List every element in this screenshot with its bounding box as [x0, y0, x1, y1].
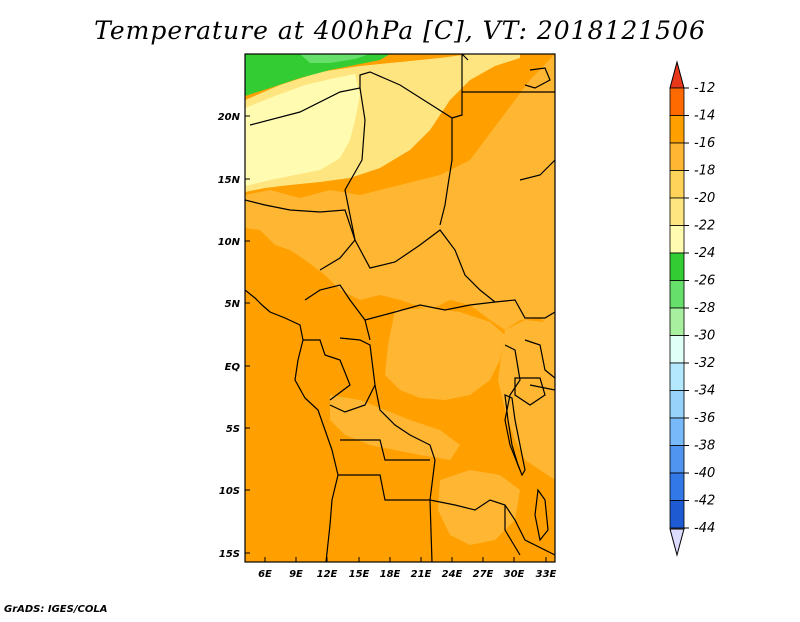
- colorbar-label: -24: [694, 246, 715, 261]
- page-title: Temperature at 400hPa [C], VT: 201812150…: [94, 16, 706, 45]
- colorbar-bin: [669, 197, 685, 226]
- colorbar-label: -20: [694, 191, 715, 206]
- lat-tick-label: 20N: [218, 112, 241, 123]
- colorbar-label: -32: [694, 356, 715, 371]
- lon-tick-label: 33E: [536, 569, 557, 580]
- footer-credit: GrADS: IGES/COLA: [4, 604, 108, 615]
- lat-tick-label: 15N: [218, 175, 241, 186]
- lon-tick-label: 15E: [349, 569, 370, 580]
- colorbar-label: -34: [694, 384, 715, 399]
- colorbar-bin: [669, 500, 685, 529]
- lon-tick-label: 12E: [317, 569, 338, 580]
- lon-tick-label: 24E: [442, 569, 463, 580]
- lat-tick-label: 10S: [219, 486, 240, 497]
- lat-tick-label: 10N: [218, 237, 241, 248]
- region-minus26: [300, 54, 370, 63]
- lon-axis: 6E 9E 12E 15E 18E 21E 24E 27E 30E 33E: [258, 557, 557, 580]
- colorbar-label: -38: [694, 439, 715, 454]
- colorbar-label: -16: [694, 136, 715, 151]
- lat-tick-label: 5N: [225, 299, 241, 310]
- colorbar-bin: [669, 87, 685, 116]
- lon-tick-label: 9E: [289, 569, 303, 580]
- country-borders: [245, 54, 555, 562]
- colorbar-bin: [669, 390, 685, 419]
- colorbar-label: -26: [694, 274, 715, 289]
- colorbar-label: -40: [694, 466, 715, 481]
- colorbar-label: -36: [694, 411, 715, 426]
- region-minus16-east: [498, 318, 555, 480]
- colorbar-bin: [669, 225, 685, 254]
- lon-tick-label: 21E: [411, 569, 432, 580]
- colorbar-label: -28: [694, 301, 715, 316]
- colorbar-label: -44: [694, 521, 715, 536]
- colorbar-bin: [669, 142, 685, 171]
- colorbar-bin: [669, 170, 685, 199]
- lon-tick-label: 30E: [504, 569, 525, 580]
- lat-tick-label: EQ: [225, 362, 241, 373]
- colorbar-label: -14: [694, 109, 715, 124]
- colorbar-bin: [669, 280, 685, 309]
- lon-tick-label: 27E: [473, 569, 494, 580]
- region-minus24: [245, 54, 390, 96]
- lon-tick-label: 18E: [380, 569, 401, 580]
- colorbar-bin: [669, 307, 685, 336]
- temperature-field: [245, 54, 555, 562]
- colorbar: -12 -14 -16 -18 -20 -22 -24 -26 -28 -30 -32 -34 -36 -…: [669, 60, 715, 557]
- colorbar-bin: [669, 115, 685, 144]
- coastline: [245, 289, 339, 562]
- colorbar-label: -18: [694, 164, 715, 179]
- map-frame: [244, 53, 556, 563]
- colorbar-bin: [669, 362, 685, 391]
- colorbar-label: -22: [694, 219, 715, 234]
- colorbar-bottom-arrow: [669, 528, 685, 557]
- colorbar-bin: [669, 335, 685, 364]
- colorbar-label: -30: [694, 329, 715, 344]
- region-minus16-congo: [385, 308, 505, 400]
- lat-tick-label: 5S: [226, 424, 240, 435]
- lat-axis: 20N 15N 10N 5N EQ 5S 10S 15S: [218, 112, 250, 560]
- colorbar-label: -12: [694, 81, 715, 96]
- colorbar-bin: [669, 417, 685, 446]
- region-minus20: [245, 74, 360, 186]
- colorbar-bin: [669, 445, 685, 474]
- colorbar-top-arrow: [669, 60, 685, 89]
- lon-tick-label: 6E: [258, 569, 272, 580]
- colorbar-bin: [669, 252, 685, 281]
- colorbar-bin: [669, 472, 685, 501]
- region-minus16-north: [245, 54, 555, 330]
- lat-tick-label: 15S: [219, 549, 240, 560]
- colorbar-label: -42: [694, 494, 715, 509]
